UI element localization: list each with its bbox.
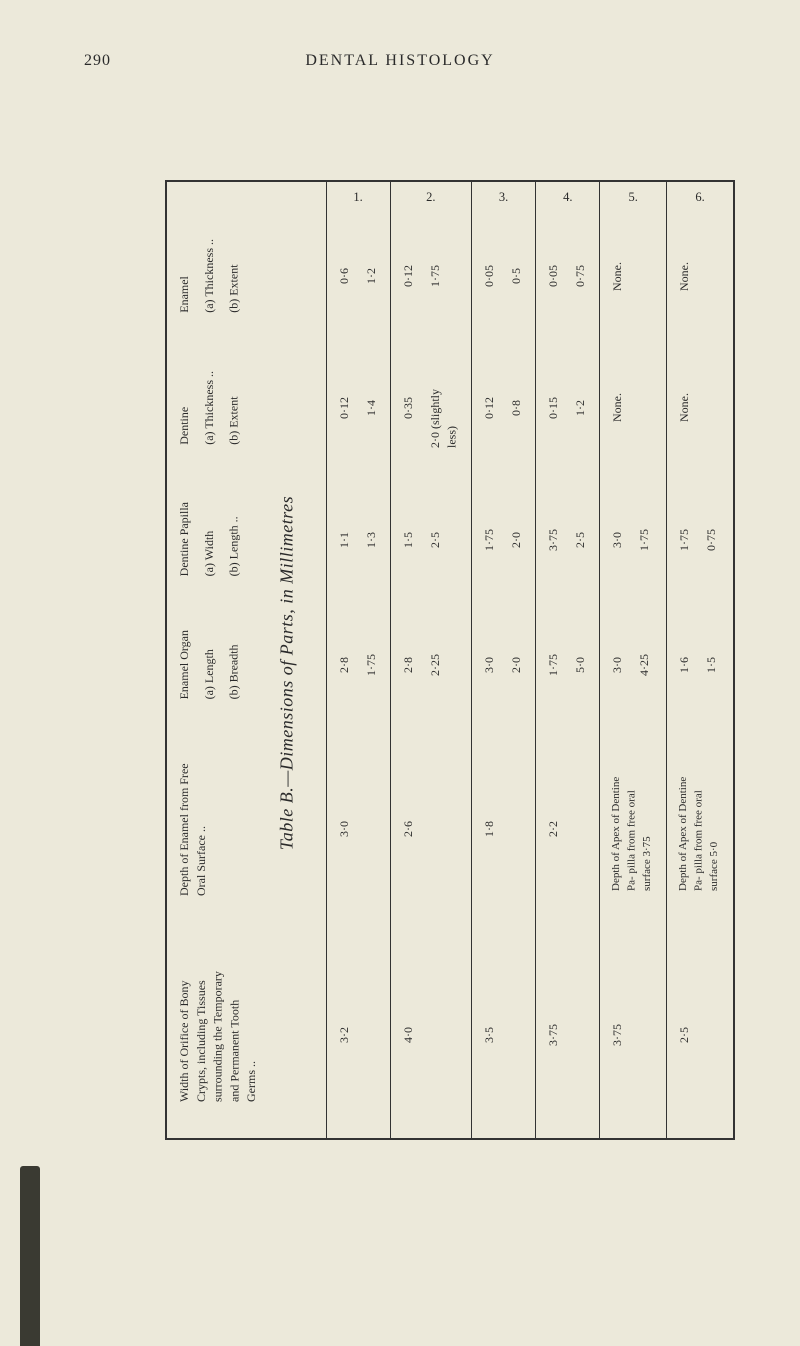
row-enamel-a: (a) Thickness ..: [201, 239, 218, 313]
v: 1·75: [636, 529, 653, 551]
row-dentine-label: Dentine: [176, 407, 193, 445]
col-num-1: 1.: [326, 181, 390, 212]
row-organ-label: Enamel Organ: [176, 630, 193, 699]
col-num-4: 4.: [536, 181, 600, 212]
col-num-5: 5.: [600, 181, 667, 212]
v: None.: [609, 393, 626, 422]
v: 1·5: [400, 532, 417, 548]
col-num-3: 3.: [472, 181, 536, 212]
v: 2·0: [508, 657, 525, 673]
v: 0·5: [508, 268, 525, 284]
row-enamel-label: Enamel: [176, 276, 193, 313]
v: 2·5: [677, 1027, 691, 1043]
v: Depth of Apex of Dentine Pa- pilla from …: [677, 776, 720, 890]
v: 1·4: [362, 400, 379, 416]
v: 5·0: [572, 657, 589, 673]
v: 4·0: [401, 1027, 415, 1043]
v: 2·6: [401, 821, 415, 837]
v: Depth of Apex of Dentine Pa- pilla from …: [610, 776, 653, 890]
page-title: DENTAL HISTOLOGY: [0, 52, 800, 70]
v: 1·6: [676, 657, 693, 673]
v: 1·5: [703, 657, 720, 673]
v: 1·8: [482, 821, 496, 837]
v: 0·15: [545, 397, 562, 419]
col-num-2: 2.: [390, 181, 471, 212]
v: 1·75: [676, 529, 693, 551]
v: 0·8: [508, 400, 525, 416]
v: 2·8: [400, 657, 417, 673]
v: 0·35: [400, 397, 417, 419]
col-num-6: 6.: [667, 181, 734, 212]
v: None.: [676, 262, 693, 291]
row-width-label: Width of Orifice of Bony Crypts, includi…: [177, 971, 258, 1102]
row-papilla-label: Dentine Papilla: [176, 502, 193, 576]
v: 0·75: [572, 265, 589, 287]
v: 3·2: [337, 1027, 351, 1043]
v: 3·5: [482, 1027, 496, 1043]
v: 0·6: [336, 268, 353, 284]
v: 0·12: [481, 397, 498, 419]
bookmark-ribbon: [20, 1166, 40, 1346]
row-dentine-a: (a) Thickness ..: [201, 371, 218, 445]
v: 3·0: [337, 821, 351, 837]
v: 0·12: [336, 397, 353, 419]
v: 3·75: [546, 1024, 560, 1046]
v: 2·25: [426, 654, 443, 676]
v: 0·12: [400, 265, 417, 287]
v: 2·2: [546, 821, 560, 837]
v: 3·0: [609, 532, 626, 548]
v: 3·75: [610, 1024, 624, 1046]
v: 3·0: [609, 657, 626, 673]
v: 2·0 (slightly less): [426, 368, 460, 448]
v: 0·75: [703, 529, 720, 551]
v: 2·8: [336, 657, 353, 673]
v: 2·0: [508, 532, 525, 548]
v: None.: [609, 262, 626, 291]
v: 1·3: [362, 532, 379, 548]
v: 1·75: [362, 654, 379, 676]
row-organ-a: (a) Length: [201, 649, 218, 699]
table-container: 1. 2. 3. 4. 5. 6. Enamel (a) Thickness .…: [165, 180, 735, 1140]
v: 1·1: [336, 532, 353, 548]
v: 3·0: [481, 657, 498, 673]
row-dentine-b: (b) Extent: [226, 396, 243, 444]
v: 2·5: [572, 532, 589, 548]
v: 1·2: [362, 268, 379, 284]
v: 1·75: [481, 529, 498, 551]
v: 0·05: [545, 265, 562, 287]
v: 1·75: [426, 265, 443, 287]
row-organ-b: (b) Breadth: [226, 644, 243, 699]
v: 2·5: [426, 532, 443, 548]
v: 3·75: [545, 529, 562, 551]
v: 0·05: [481, 265, 498, 287]
dimensions-table: 1. 2. 3. 4. 5. 6. Enamel (a) Thickness .…: [165, 180, 735, 1140]
row-enamel-b: (b) Extent: [226, 265, 243, 313]
v: 1·75: [545, 654, 562, 676]
row-depth-label: Depth of Enamel from Free Oral Surface .…: [177, 763, 208, 896]
row-papilla-a: (a) Width: [201, 531, 218, 577]
v: 1·2: [572, 400, 589, 416]
row-papilla-b: (b) Length ..: [226, 517, 243, 577]
v: None.: [676, 393, 693, 422]
v: 4·25: [636, 654, 653, 676]
